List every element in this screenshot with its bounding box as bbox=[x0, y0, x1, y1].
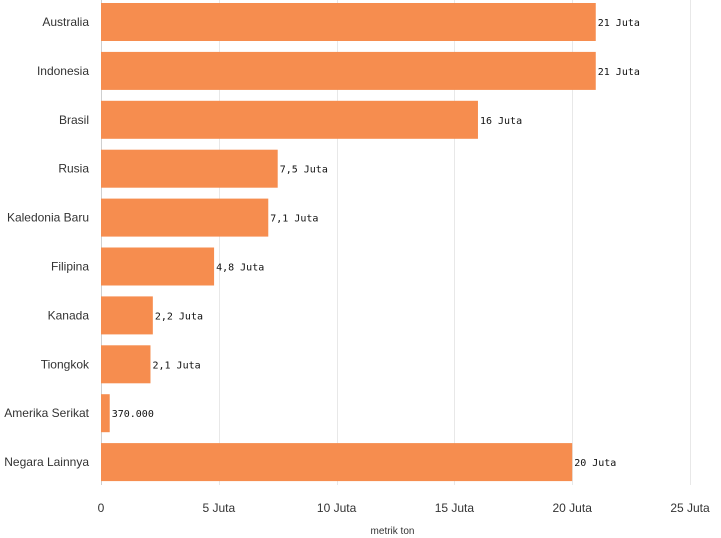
category-label: Rusia bbox=[58, 162, 89, 176]
x-tick-label: 20 Juta bbox=[553, 501, 593, 515]
category-labels: Australia Indonesia Brasil Rusia Kaledonia B… bbox=[4, 15, 90, 469]
data-label: 7,5 Juta bbox=[280, 165, 328, 176]
category-label: Kanada bbox=[48, 308, 90, 322]
category-label: Tiongkok bbox=[41, 357, 90, 371]
bar[interactable] bbox=[101, 247, 215, 286]
category-label: Filipina bbox=[51, 260, 89, 274]
category-label: Brasil bbox=[59, 113, 89, 127]
bar[interactable] bbox=[101, 149, 278, 188]
x-tick-labels: 0 5 Juta 10 Juta 15 Juta 20 Juta 25 Juta bbox=[98, 501, 710, 515]
category-label: Amerika Serikat bbox=[4, 406, 89, 420]
data-labels: 21 Juta 21 Juta 16 Juta 7,5 Juta 7,1 Juta 4,8… bbox=[112, 18, 640, 469]
data-label: 7,1 Juta bbox=[270, 214, 318, 225]
category-label: Australia bbox=[42, 15, 89, 29]
x-tick-label: 25 Juta bbox=[670, 501, 710, 515]
data-label: 21 Juta bbox=[598, 18, 640, 29]
bar[interactable] bbox=[101, 394, 110, 433]
category-label: Kaledonia Baru bbox=[7, 211, 89, 225]
category-label: Indonesia bbox=[37, 64, 89, 78]
data-label: 21 Juta bbox=[598, 67, 640, 78]
x-tick-label: 15 Juta bbox=[435, 501, 475, 515]
bar[interactable] bbox=[101, 198, 269, 237]
bar[interactable] bbox=[101, 3, 596, 41]
x-tick-label: 5 Juta bbox=[202, 501, 235, 515]
category-label: Negara Lainnya bbox=[4, 455, 89, 469]
bars bbox=[101, 3, 596, 482]
bar[interactable] bbox=[101, 443, 573, 482]
bar[interactable] bbox=[101, 51, 596, 90]
x-axis-title: metrik ton bbox=[371, 526, 415, 537]
x-tick-label: 0 bbox=[98, 501, 105, 515]
data-label: 370.000 bbox=[112, 409, 154, 420]
data-label: 20 Juta bbox=[574, 458, 616, 469]
data-label: 2,1 Juta bbox=[152, 360, 200, 371]
bar[interactable] bbox=[101, 100, 478, 139]
bar[interactable] bbox=[101, 296, 153, 335]
bar[interactable] bbox=[101, 345, 151, 384]
data-label: 4,8 Juta bbox=[216, 263, 264, 274]
data-label: 16 Juta bbox=[480, 116, 522, 127]
x-tick-label: 10 Juta bbox=[317, 501, 357, 515]
data-label: 2,2 Juta bbox=[155, 311, 203, 322]
